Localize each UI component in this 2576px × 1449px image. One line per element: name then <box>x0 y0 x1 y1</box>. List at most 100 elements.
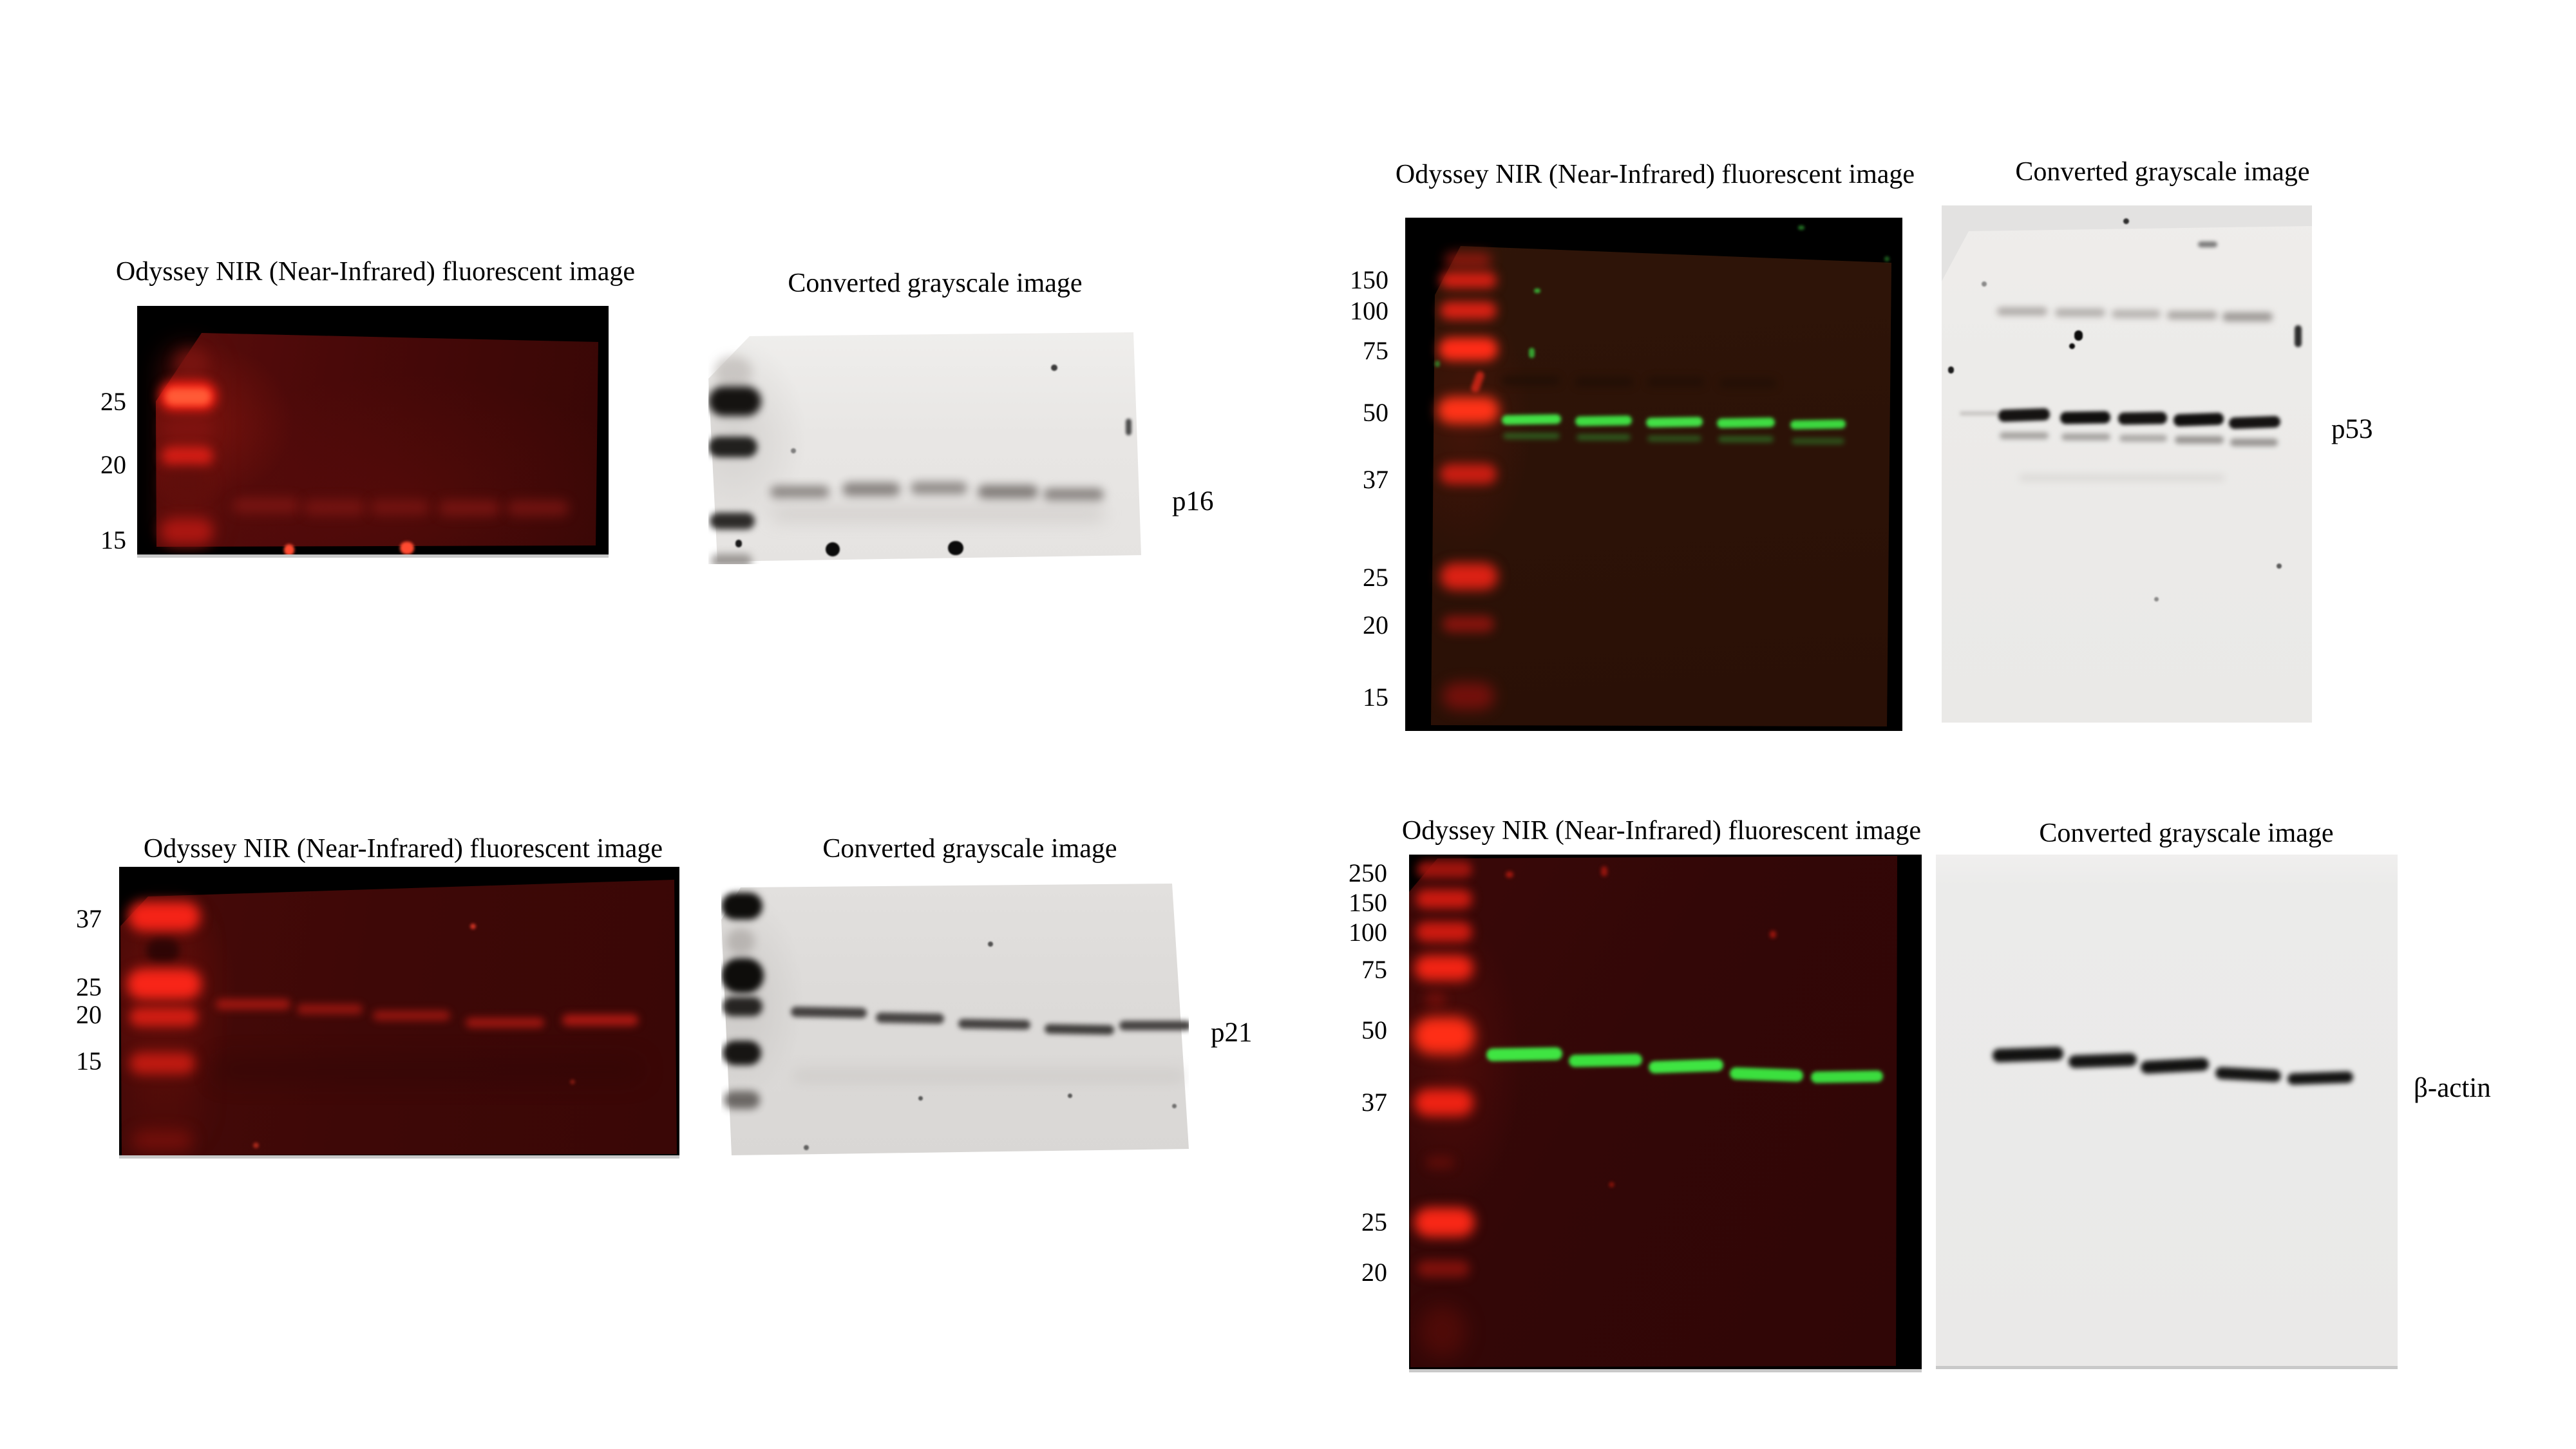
sample-band <box>875 1012 945 1024</box>
marker-band-25 <box>721 958 764 993</box>
sample-band <box>303 500 365 515</box>
beta-actin-nir-blot <box>1409 855 1922 1372</box>
marker-band-20 <box>1443 616 1494 632</box>
sample-band <box>1043 488 1104 501</box>
mw-label-20: 20 <box>76 1000 102 1029</box>
red-speck <box>1601 866 1607 876</box>
p21-gray-blot <box>721 881 1189 1157</box>
p21-gray-membrane <box>721 884 1189 1155</box>
marker-smear <box>164 471 211 497</box>
beta-actin-nir-title: Odyssey NIR (Near-Infrared) fluorescent … <box>1401 816 1922 846</box>
marker-band-faint <box>724 1091 760 1109</box>
red-speck <box>570 1079 575 1084</box>
red-speck <box>253 1142 259 1148</box>
mw-label-100: 100 <box>1349 918 1387 947</box>
sample-band <box>466 1018 544 1028</box>
mw-label-75: 75 <box>1363 336 1388 365</box>
speck <box>2154 597 2159 601</box>
p21-nir-blot <box>119 867 679 1159</box>
green-speck <box>1798 225 1804 230</box>
echo-band <box>2230 439 2278 446</box>
sample-echo-green <box>1792 438 1844 444</box>
sample-band-green <box>1790 419 1846 430</box>
mw-label-75: 75 <box>1361 955 1387 984</box>
marker-band-20 <box>723 997 762 1016</box>
marker-band-20 <box>708 437 757 457</box>
mw-label-20: 20 <box>1363 611 1388 639</box>
beta-actin-nir-membrane <box>1409 856 1897 1367</box>
p16-mw-ladder: 25 20 15 <box>81 306 126 558</box>
sample-band <box>1119 1021 1189 1030</box>
sample-band <box>439 500 500 516</box>
sample-band <box>790 1006 867 1019</box>
upper-faint-band <box>2167 311 2217 319</box>
actin-band <box>1992 1046 2064 1063</box>
beta-actin-mw-ladder: 250 150 100 75 50 37 25 20 <box>1323 855 1387 1369</box>
sample-band <box>562 1014 638 1026</box>
marker-smear <box>1445 252 1492 268</box>
faint-dark-row <box>1575 377 1633 386</box>
p53-gray-title: Converted grayscale image <box>2015 157 2310 187</box>
mw-label-37: 37 <box>76 904 102 933</box>
beta-actin-gray-blot <box>1936 855 2398 1369</box>
marker-band-20 <box>129 1007 198 1027</box>
marker-smear <box>163 418 212 441</box>
p53-gray-blot <box>1942 205 2312 723</box>
faint-wash-row <box>216 1060 641 1079</box>
sample-band <box>1044 1024 1115 1035</box>
upper-faint-band <box>1997 307 2047 316</box>
mw-label-25: 25 <box>76 972 102 1001</box>
p53-target-label: p53 <box>2331 414 2373 444</box>
sample-band <box>370 500 430 515</box>
speck <box>1126 419 1132 435</box>
sample-band-green <box>1486 1046 1563 1062</box>
sample-band <box>911 482 967 495</box>
p16-nir-title: Odyssey NIR (Near-Infrared) fluorescent … <box>115 257 636 287</box>
mw-label-25: 25 <box>1361 1208 1387 1236</box>
p53-mw-ladder: 150 100 75 50 37 25 20 15 <box>1321 218 1388 731</box>
speck <box>2123 218 2129 224</box>
echo-band <box>2175 436 2224 444</box>
speck <box>2277 564 2282 569</box>
marker-band-37 <box>1414 1089 1473 1116</box>
marker-faint <box>711 554 752 564</box>
p21-nir-title: Odyssey NIR (Near-Infrared) fluorescent … <box>143 834 663 864</box>
mw-label-25: 25 <box>100 387 126 416</box>
marker-faint <box>1425 991 1446 1008</box>
red-speck <box>1609 1182 1615 1188</box>
p21-target-label: p21 <box>1211 1018 1253 1048</box>
sample-echo <box>792 1070 1185 1082</box>
p16-gray-blot <box>708 332 1144 564</box>
marker-band-25 <box>1440 563 1498 590</box>
p53-band <box>2117 412 2168 425</box>
marker-band-75 <box>1414 955 1473 981</box>
sample-band-green <box>1648 1058 1724 1074</box>
marker-smear <box>1419 1305 1466 1357</box>
ink-dot <box>735 540 742 547</box>
upper-faint-band <box>2055 308 2105 317</box>
speck <box>1948 366 1954 374</box>
marker-band-15 <box>710 513 755 529</box>
upper-faint-band <box>2112 310 2161 318</box>
marker-band-37 <box>1440 464 1497 484</box>
sample-band <box>232 498 299 513</box>
sample-echo <box>770 505 1105 522</box>
bright-dot <box>400 542 414 554</box>
marker-band-37 <box>721 893 762 920</box>
green-speck <box>1534 289 1540 293</box>
ink-dot <box>826 542 840 556</box>
marker-band-37 <box>128 902 200 931</box>
p53-nir-title: Odyssey NIR (Near-Infrared) fluorescent … <box>1395 160 1915 189</box>
mw-label-15: 15 <box>76 1046 102 1075</box>
p21-gray-title: Converted grayscale image <box>822 834 1117 864</box>
lane-wash <box>160 345 216 544</box>
smudge <box>2198 242 2217 247</box>
mw-label-50: 50 <box>1361 1016 1387 1045</box>
speck <box>804 1145 809 1150</box>
beta-actin-gray-title: Converted grayscale image <box>2039 819 2334 848</box>
faint-dark-row <box>1502 376 1560 385</box>
echo-band <box>2061 433 2110 440</box>
speck <box>1068 1094 1072 1098</box>
mw-label-15: 15 <box>1363 683 1388 712</box>
marker-band-100 <box>1416 922 1472 942</box>
